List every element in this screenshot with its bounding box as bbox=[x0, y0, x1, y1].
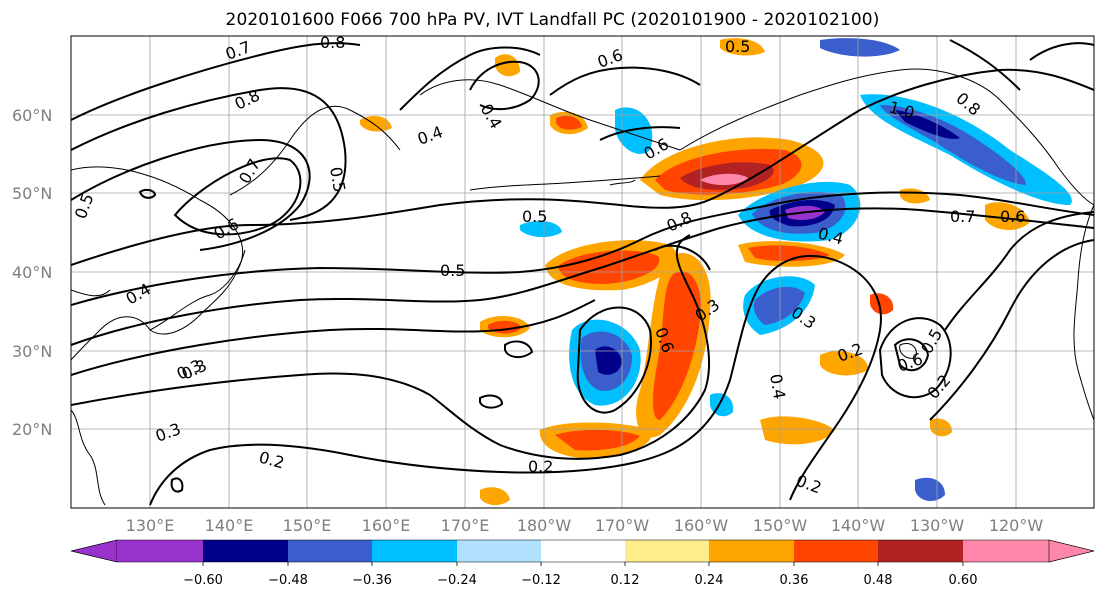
contour-label: 0.4 bbox=[766, 372, 789, 400]
colorbar: −0.60 −0.48 −0.36 −0.24 −0.12 0.12 0.24 … bbox=[70, 539, 1095, 588]
colorbar-segment bbox=[878, 540, 963, 562]
lon-label: 140°E bbox=[205, 516, 254, 535]
pv-contours bbox=[71, 39, 1094, 506]
colorbar-segment bbox=[794, 540, 878, 562]
lon-label: 170°W bbox=[595, 516, 650, 535]
lon-label: 120°W bbox=[989, 516, 1044, 535]
coastlines bbox=[71, 68, 1094, 506]
latitude-labels: 60°N 50°N 40°N 30°N 20°N bbox=[12, 106, 52, 439]
colorbar-tick-label: −0.24 bbox=[437, 573, 477, 588]
lon-label: 150°W bbox=[753, 516, 808, 535]
contour-label: 0.2 bbox=[528, 457, 553, 476]
contour-label: 0.5 bbox=[725, 37, 750, 56]
colorbar-tick-label: 0.60 bbox=[949, 573, 978, 588]
lon-label: 150°E bbox=[283, 516, 332, 535]
lat-label: 30°N bbox=[12, 342, 52, 361]
lon-label: 140°W bbox=[831, 516, 886, 535]
colorbar-tick-label: −0.48 bbox=[268, 573, 308, 588]
colorbar-tick-label: −0.60 bbox=[183, 573, 223, 588]
lon-label: 160°W bbox=[674, 516, 729, 535]
lon-label: 130°E bbox=[126, 516, 175, 535]
lon-label: 130°W bbox=[910, 516, 965, 535]
lon-label: 160°E bbox=[362, 516, 411, 535]
map-title: 2020101600 F066 700 hPa PV, IVT Landfall… bbox=[225, 10, 880, 30]
lon-label: 180°W bbox=[517, 516, 572, 535]
colorbar-extend-min bbox=[70, 539, 118, 563]
colorbar-extend-max bbox=[1048, 539, 1095, 563]
contour-label: 0.5 bbox=[440, 261, 465, 280]
colorbar-tick-label: −0.36 bbox=[352, 573, 392, 588]
colorbar-segment bbox=[288, 540, 372, 562]
shaded-anomalies bbox=[360, 38, 1072, 506]
lat-label: 60°N bbox=[12, 106, 52, 125]
map-frame bbox=[70, 35, 1095, 509]
contour-label: 0.6 bbox=[1000, 207, 1025, 226]
colorbar-tick-label: 0.36 bbox=[780, 573, 809, 588]
contour-label: 0.5 bbox=[522, 207, 547, 226]
colorbar-segment bbox=[457, 540, 541, 562]
colorbar-segment bbox=[625, 540, 709, 562]
colorbar-segment bbox=[709, 540, 794, 562]
colorbar-segment bbox=[963, 540, 1049, 562]
colorbar-tick-label: 0.12 bbox=[611, 573, 640, 588]
lat-label: 20°N bbox=[12, 420, 52, 439]
colorbar-segment bbox=[117, 540, 203, 562]
colorbar-segment bbox=[541, 540, 625, 562]
contour-label: 0.7 bbox=[950, 207, 975, 226]
contour-label: 0.8 bbox=[320, 33, 345, 52]
contour-label: 0.5 bbox=[326, 165, 349, 193]
colorbar-tick-label: 0.24 bbox=[695, 573, 724, 588]
longitude-labels: 130°E 140°E 150°E 160°E 170°E 180°W 170°… bbox=[126, 516, 1044, 535]
colorbar-segment bbox=[203, 540, 288, 562]
colorbar-tick-label: −0.12 bbox=[521, 573, 561, 588]
lon-label: 170°E bbox=[441, 516, 490, 535]
lat-label: 50°N bbox=[12, 184, 52, 203]
lat-label: 40°N bbox=[12, 263, 52, 282]
colorbar-segment bbox=[372, 540, 457, 562]
colorbar-tick-label: 0.48 bbox=[864, 573, 893, 588]
